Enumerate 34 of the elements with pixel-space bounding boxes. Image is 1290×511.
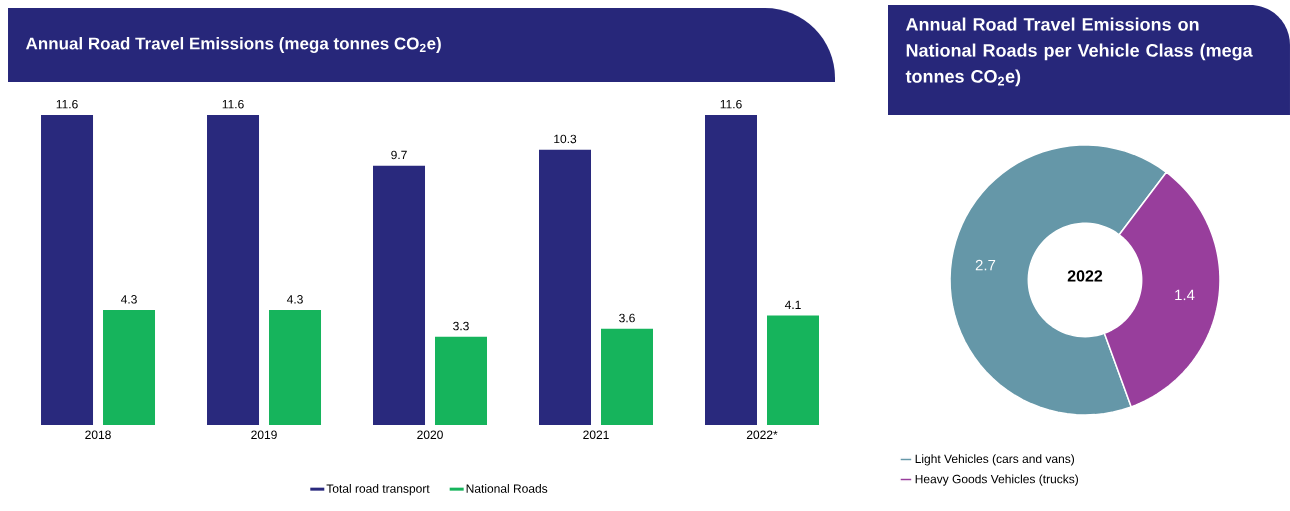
text: 2022 (1067, 270, 1103, 282)
data-label: 11.6 (222, 99, 244, 109)
bar (207, 114, 260, 425)
data-label: 1.4 (1175, 289, 1195, 301)
data-label: 9.7 (391, 150, 407, 160)
legend-label: Light Vehicles (cars and vans) (915, 454, 1075, 466)
chart-title: Annual Road Travel Emissions on National Roads per Vehicle Class (mega tonnes CO$_{2}$e) (905, 17, 1253, 87)
chart-title: Annual Road Travel Emissions (mega tonnes CO$_{2}$e) (25, 37, 441, 53)
legend-label: Total road transport (326, 484, 430, 496)
data-label: 11.6 (720, 99, 742, 109)
data-label: 3.3 (453, 321, 469, 331)
legend-label: National Roads (466, 484, 548, 493)
data-label: 2.7 (975, 259, 996, 271)
bar (767, 315, 819, 425)
x-tick-label: 2021 (583, 430, 609, 440)
bar (373, 165, 426, 425)
bar (705, 114, 757, 425)
bar (435, 336, 488, 425)
bar (601, 328, 654, 425)
data-label: 11.6 (56, 99, 78, 109)
bar (269, 310, 322, 425)
bar (539, 149, 592, 425)
x-tick-label: 2019 (251, 430, 277, 440)
x-tick-label: 2020 (417, 430, 443, 440)
bar (41, 114, 94, 425)
data-label: 4.3 (286, 295, 303, 304)
data-label: 10.3 (554, 134, 577, 144)
bar (103, 310, 156, 425)
data-label: 3.6 (619, 313, 635, 323)
data-label: 4.3 (120, 295, 137, 304)
data-label: 4.1 (784, 300, 801, 309)
legend-label: Heavy Goods Vehicles (trucks) (915, 474, 1078, 486)
x-tick-label: 2018 (85, 430, 111, 440)
x-tick-label: 2022* (746, 430, 778, 440)
